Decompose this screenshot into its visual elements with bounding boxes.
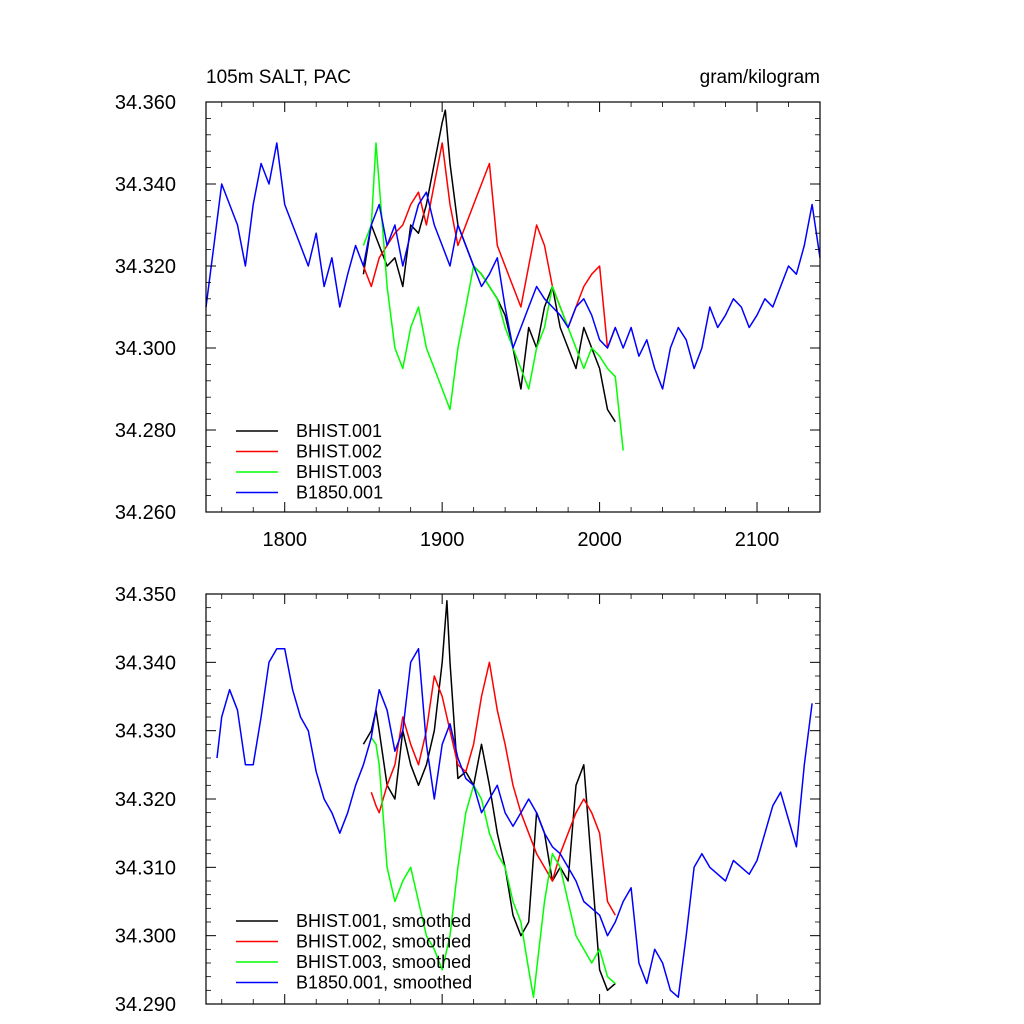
y-tick-label: 34.330 xyxy=(115,721,176,743)
x-tick-label: 1900 xyxy=(420,529,465,551)
y-tick-label: 34.320 xyxy=(115,789,176,811)
legend-entry: BHIST.001 xyxy=(296,421,382,441)
bottom-panel: 34.290 34.300 34.310 34.320 34.330 34.340 34.3… xyxy=(115,584,821,1016)
series-line-top-2 xyxy=(362,142,624,451)
series-line-bottom-1 xyxy=(370,661,616,916)
top-series-lines xyxy=(205,109,821,451)
y-tick-label: 34.360 xyxy=(115,92,176,114)
legend-entry: B1850.001, smoothed xyxy=(296,973,472,993)
y-tick-label: 34.280 xyxy=(115,420,176,442)
y-tick-label: 34.300 xyxy=(115,338,176,360)
bottom-series-lines xyxy=(216,600,813,998)
legend-entry: BHIST.002 xyxy=(296,442,382,462)
legend-entry: BHIST.003 xyxy=(296,462,382,482)
series-line-bottom-3 xyxy=(216,647,813,998)
series-line-top-1 xyxy=(362,142,617,349)
series-line-bottom-0 xyxy=(362,600,616,992)
x-tick-label: 2000 xyxy=(577,529,622,551)
x-tick-label: 2100 xyxy=(735,529,780,551)
bottom-axis-ticks: 34.290 34.300 34.310 34.320 34.330 34.340 34.3… xyxy=(115,584,821,1016)
x-tick-label: 1800 xyxy=(262,529,307,551)
legend-entry: BHIST.001, smoothed xyxy=(296,911,471,931)
chart-title-right: gram/kilogram xyxy=(700,67,820,88)
y-tick-label: 34.320 xyxy=(115,256,176,278)
y-tick-label: 34.260 xyxy=(115,502,176,524)
top-panel: 105m SALT, PAC gram/kilogram 34.260 34.28… xyxy=(115,67,821,551)
legend-entry: BHIST.002, smoothed xyxy=(296,932,471,952)
legend-entry: BHIST.003, smoothed xyxy=(296,952,471,972)
bottom-plot-frame xyxy=(205,593,821,1005)
y-tick-label: 34.300 xyxy=(115,926,176,948)
top-plot-frame xyxy=(205,101,821,513)
y-tick-label: 34.350 xyxy=(115,584,176,606)
chart-title-left: 105m SALT, PAC xyxy=(206,67,351,88)
y-tick-label: 34.290 xyxy=(115,994,176,1016)
legend-entry: B1850.001 xyxy=(296,483,383,503)
series-line-top-3 xyxy=(205,142,821,390)
series-line-bottom-2 xyxy=(370,737,616,998)
top-axis-ticks: 34.260 34.280 34.300 34.320 34.340 34.360 1800… xyxy=(115,92,821,551)
y-tick-label: 34.340 xyxy=(115,652,176,674)
y-tick-label: 34.340 xyxy=(115,174,176,196)
series-line-top-0 xyxy=(362,109,616,423)
y-tick-label: 34.310 xyxy=(115,857,176,879)
